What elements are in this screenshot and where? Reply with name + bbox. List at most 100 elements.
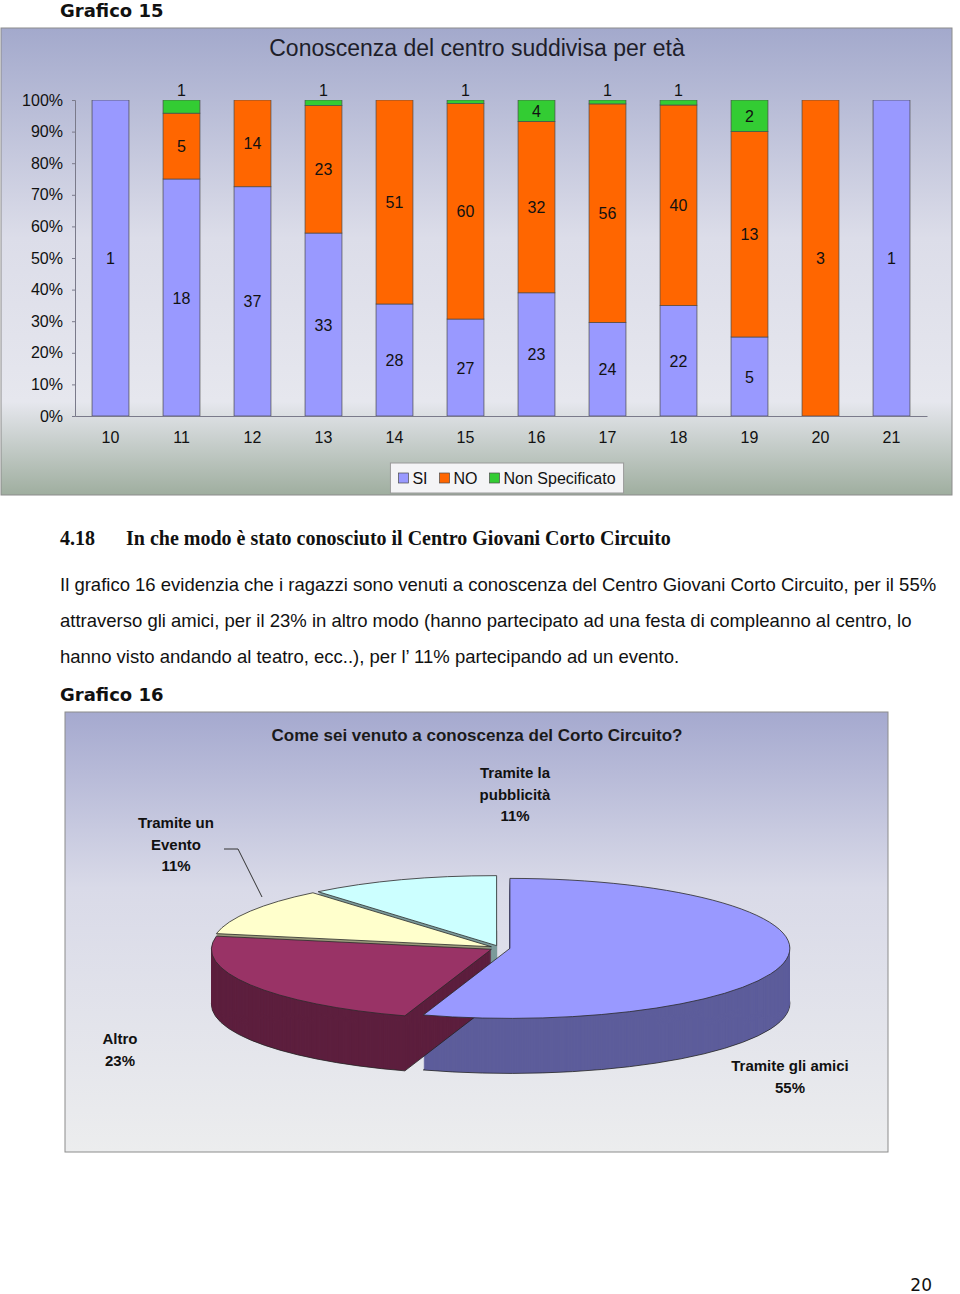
y-tick-label: 80%	[31, 155, 63, 172]
bar-segment	[376, 100, 413, 304]
y-tick-label: 10%	[31, 376, 63, 393]
bar-segment	[234, 100, 271, 101]
pie-label-name: Tramite lapubblicità	[480, 764, 551, 803]
bar-segment	[447, 100, 484, 104]
data-label: 4	[532, 103, 541, 120]
bar-segment	[873, 100, 910, 416]
bar-segment	[802, 100, 839, 416]
y-tick-mark	[72, 163, 75, 164]
y-tick-mark	[72, 353, 75, 354]
page-heading: Grafico 15	[60, 0, 164, 21]
pie-label-value: 55%	[775, 1079, 805, 1096]
legend-swatch	[440, 473, 450, 483]
pie-label-name: Altro	[103, 1030, 138, 1047]
data-label: 1	[603, 82, 612, 99]
legend-label: NO	[454, 470, 478, 487]
y-tick-mark	[72, 258, 75, 259]
pie-label-line: Evento	[151, 836, 201, 853]
x-tick-label: 17	[599, 429, 617, 446]
x-tick: 13	[315, 416, 333, 446]
y-tick: 100%	[22, 92, 75, 109]
data-labels: 1183733282723242251514235160325640133111…	[106, 82, 896, 386]
y-tick: 40%	[31, 281, 75, 298]
x-tick-label: 13	[315, 429, 333, 446]
bar-segment	[873, 100, 910, 101]
y-tick-mark	[72, 416, 75, 417]
data-label: 1	[106, 250, 115, 267]
legend-swatch	[398, 473, 408, 483]
data-label: 22	[670, 353, 688, 370]
legend-box	[390, 463, 623, 493]
y-tick-mark	[72, 100, 75, 101]
bar-segment	[92, 100, 129, 101]
pie-label-line: Altro	[103, 1030, 138, 1047]
bar-segment	[92, 100, 129, 416]
bar-segment	[376, 100, 413, 101]
data-label: 28	[386, 352, 404, 369]
y-tick-mark	[72, 384, 75, 385]
chart-title: Conoscenza del centro suddivisa per età	[269, 35, 685, 61]
y-tick: 10%	[31, 376, 75, 393]
bar-segment	[376, 304, 413, 416]
data-label: 1	[887, 250, 896, 267]
x-tick-label: 18	[670, 429, 688, 446]
bar-segment	[802, 100, 839, 101]
data-label: 1	[461, 82, 470, 99]
data-label: 40	[670, 197, 688, 214]
x-tick: 17	[599, 416, 617, 446]
y-tick-mark	[72, 226, 75, 227]
y-tick-label: 40%	[31, 281, 63, 298]
data-label: 23	[315, 161, 333, 178]
legend: SINONon Specificato	[390, 463, 623, 493]
bar-segment	[518, 121, 555, 292]
data-label: 27	[457, 360, 475, 377]
page: Grafico 154.18In che modo è stato conosc…	[0, 0, 960, 1294]
data-label: 51	[386, 194, 404, 211]
data-label: 1	[674, 82, 683, 99]
y-tick-mark	[72, 132, 75, 133]
y-tick: 50%	[31, 250, 75, 267]
y-tick: 80%	[31, 155, 75, 172]
x-axis-line	[76, 416, 928, 417]
data-label: 14	[244, 135, 262, 152]
x-tick-label: 15	[457, 429, 475, 446]
x-tick: 14	[386, 416, 404, 446]
x-tick: 10	[102, 416, 120, 446]
x-tick-label: 14	[386, 429, 404, 446]
bar-segment	[447, 104, 484, 319]
y-tick-mark	[72, 321, 75, 322]
y-tick: 20%	[31, 344, 75, 361]
pie-label-line: Tramite la	[480, 764, 551, 781]
bar-segment	[163, 100, 200, 113]
y-tick-label: 60%	[31, 218, 63, 235]
pie-chart: Come sei venuto a conoscenza del Corto C…	[65, 712, 888, 1152]
x-tick: 21	[883, 416, 901, 446]
x-axis: 101112131415161718192021	[76, 416, 928, 446]
data-label: 33	[315, 317, 333, 334]
paragraph: Il grafico 16 evidenzia che i ragazzi so…	[60, 567, 956, 675]
y-tick: 70%	[31, 186, 75, 203]
pie-labels: Tramite gli amici55%Altro23%Tramite unEv…	[103, 764, 849, 1096]
y-tick-label: 30%	[31, 313, 63, 330]
data-label: 5	[745, 369, 754, 386]
y-tick: 90%	[31, 123, 75, 140]
data-label: 56	[599, 205, 617, 222]
bar-segment	[305, 233, 342, 416]
data-label: 3	[816, 250, 825, 267]
pie-slice	[211, 936, 491, 1016]
y-tick-label: 100%	[22, 92, 63, 109]
data-label: 24	[599, 361, 617, 378]
y-tick-mark	[72, 290, 75, 291]
x-tick: 11	[173, 416, 190, 446]
bar-chart: Conoscenza del centro suddivisa per età 1…	[1, 28, 952, 495]
data-label: 37	[244, 293, 262, 310]
bar-segment	[234, 100, 271, 187]
section-number: 4.18	[60, 527, 95, 549]
y-axis-line	[72, 101, 76, 417]
y-tick: 60%	[31, 218, 75, 235]
y-tick-label: 70%	[31, 186, 63, 203]
pie-slices	[211, 876, 789, 1019]
x-tick-label: 12	[244, 429, 262, 446]
bar-segment	[589, 100, 626, 104]
y-tick: 30%	[31, 313, 75, 330]
